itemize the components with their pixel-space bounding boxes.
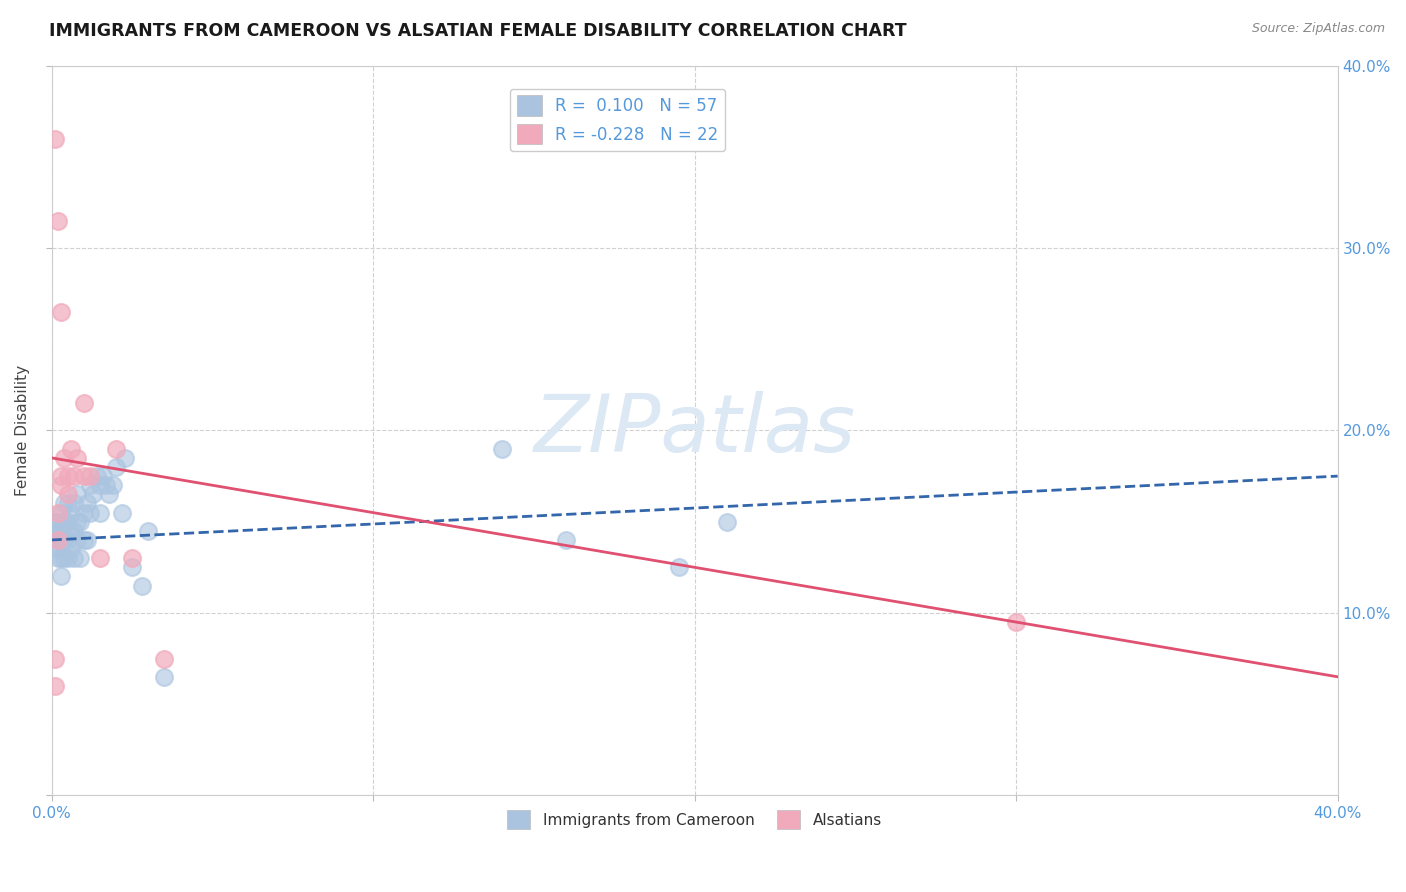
Point [73,506,96,520]
Point [73,533,96,547]
Point [1005,615,1028,629]
Point [51,506,73,520]
Point [46,533,69,547]
Point [79,478,101,492]
Point [51,524,73,538]
Point [51,305,73,319]
Point [46,506,69,520]
Point [121,551,143,566]
Point [56,551,79,566]
Text: IMMIGRANTS FROM CAMEROON VS ALSATIAN FEMALE DISABILITY CORRELATION CHART: IMMIGRANTS FROM CAMEROON VS ALSATIAN FEM… [49,22,907,40]
Point [82,487,104,501]
Point [46,542,69,557]
Point [104,460,127,475]
Point [66,515,89,529]
Point [51,478,73,492]
Point [136,524,159,538]
Point [51,542,73,557]
Point [51,533,73,547]
Point [59,542,82,557]
Point [66,450,89,465]
Point [98,487,121,501]
Point [51,551,73,566]
Point [66,533,89,547]
Point [131,578,153,592]
Point [63,496,86,510]
Text: ZIPatlas: ZIPatlas [533,392,856,469]
Point [69,551,91,566]
Point [63,469,86,483]
Point [59,442,82,456]
Point [44,651,66,665]
Point [53,551,76,566]
Point [53,496,76,510]
Point [114,450,136,465]
Point [86,469,108,483]
Point [51,569,73,583]
Y-axis label: Female Disability: Female Disability [15,365,30,496]
Point [63,524,86,538]
Point [89,478,111,492]
Point [101,478,124,492]
Point [44,131,66,145]
Point [63,551,86,566]
Point [56,487,79,501]
Point [89,506,111,520]
Point [89,551,111,566]
Point [111,506,134,520]
Point [53,450,76,465]
Point [79,469,101,483]
Point [46,551,69,566]
Point [668,560,690,574]
Point [73,469,96,483]
Point [66,487,89,501]
Point [76,533,98,547]
Point [59,506,82,520]
Point [44,515,66,529]
Point [555,533,578,547]
Point [153,670,176,684]
Point [56,496,79,510]
Point [46,515,69,529]
Point [104,442,127,456]
Point [96,478,118,492]
Point [91,469,114,483]
Point [121,560,143,574]
Point [53,515,76,529]
Point [69,515,91,529]
Point [79,506,101,520]
Point [53,533,76,547]
Point [716,515,738,529]
Point [56,515,79,529]
Point [153,651,176,665]
Point [46,533,69,547]
Point [76,496,98,510]
Point [73,396,96,410]
Point [56,533,79,547]
Point [44,524,66,538]
Legend: Immigrants from Cameroon, Alsatians: Immigrants from Cameroon, Alsatians [502,805,887,835]
Point [59,524,82,538]
Point [46,213,69,227]
Point [491,442,513,456]
Text: Source: ZipAtlas.com: Source: ZipAtlas.com [1251,22,1385,36]
Point [46,524,69,538]
Point [51,469,73,483]
Point [44,679,66,693]
Point [56,469,79,483]
